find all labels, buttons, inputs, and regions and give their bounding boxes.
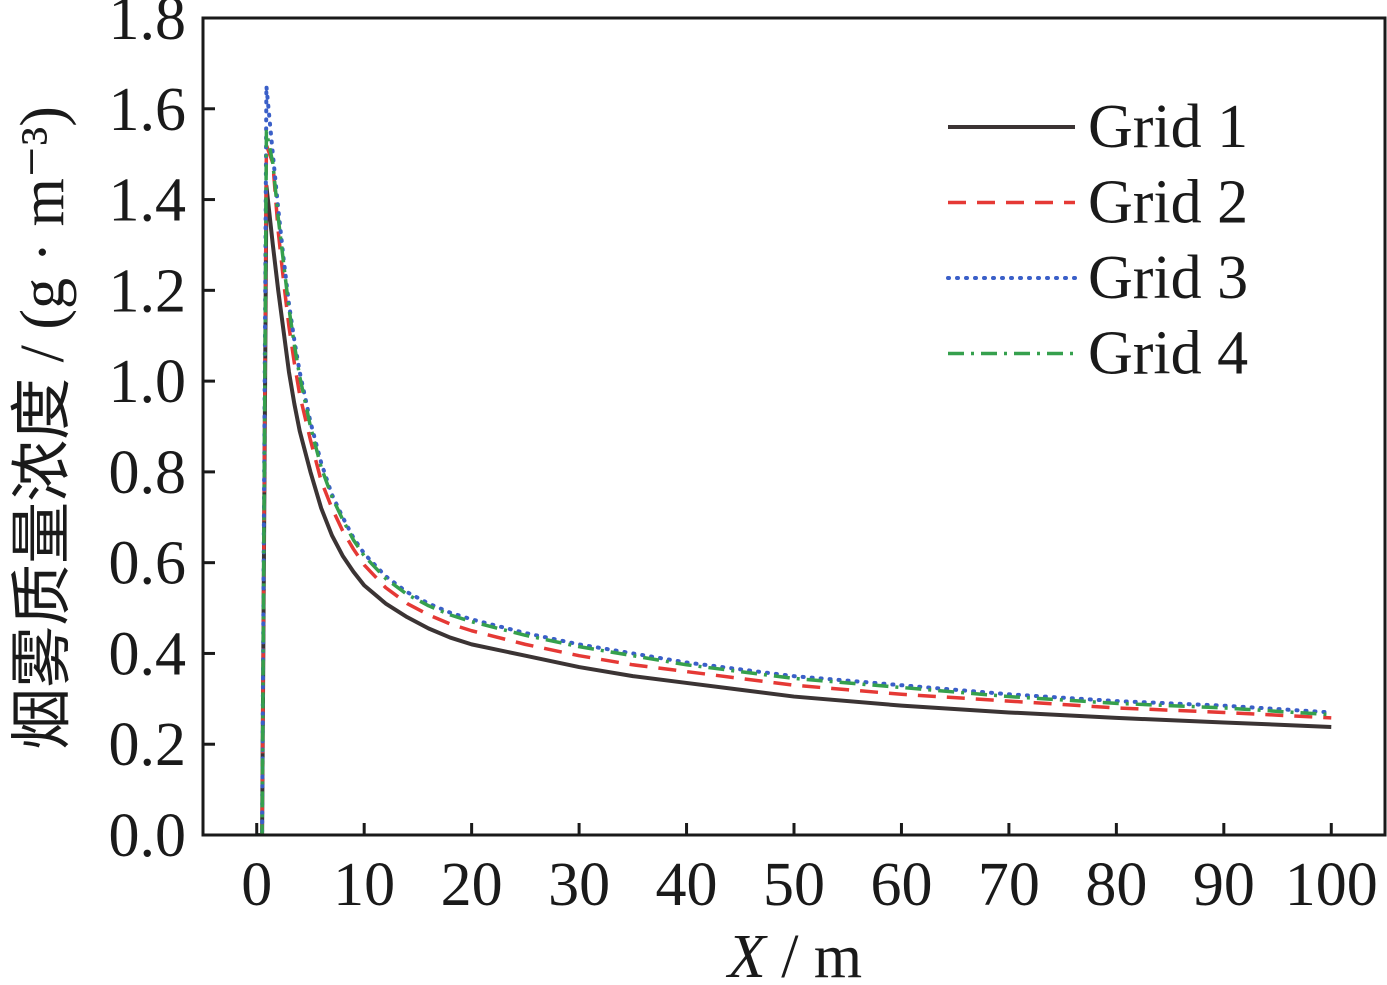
- y-tick-label: 1.0: [109, 348, 187, 416]
- legend-label: Grid 4: [1088, 320, 1248, 388]
- y-tick-label: 1.6: [109, 76, 187, 144]
- x-tick-label: 10: [333, 851, 395, 919]
- y-axis-label: 烟雾质量浓度 / (g · m⁻³): [9, 106, 77, 750]
- legend-label: Grid 2: [1088, 169, 1248, 237]
- x-axis-label: X / m: [725, 923, 862, 985]
- x-tick-label: 50: [763, 851, 825, 919]
- x-tick-label: 30: [548, 851, 610, 919]
- legend-item: Grid 3: [946, 244, 1248, 312]
- x-tick-label: 0: [241, 851, 272, 919]
- legend-label: Grid 3: [1088, 244, 1248, 312]
- legend-item: Grid 4: [948, 320, 1248, 388]
- y-tick-labels: 0.0 0.2 0.4 0.6 0.8 1.0 1.2 1.4 1.6 1.8: [109, 0, 187, 870]
- y-tick-label: 0.6: [109, 530, 187, 598]
- series-line-grid-1: [256, 183, 1332, 835]
- y-tick-label: 0.0: [109, 802, 187, 870]
- x-tick-label: 60: [870, 851, 932, 919]
- y-tick-label: 0.8: [109, 439, 187, 507]
- legend-item: Grid 2: [948, 169, 1248, 237]
- x-tick-label: 20: [441, 851, 503, 919]
- y-tick-label: 1.8: [109, 0, 187, 53]
- x-tick-marks: [255, 823, 1333, 835]
- series-line-grid-2: [256, 143, 1332, 835]
- y-tick-label: 1.4: [109, 167, 187, 235]
- y-tick-label: 0.4: [109, 620, 187, 688]
- legend: Grid 1 Grid 2 Grid 3 Grid 4: [946, 93, 1248, 388]
- y-tick-label: 0.2: [109, 711, 187, 779]
- x-tick-label: 100: [1285, 851, 1378, 919]
- x-tick-label: 70: [978, 851, 1040, 919]
- x-tick-label: 80: [1085, 851, 1147, 919]
- y-tick-label: 1.2: [109, 257, 187, 325]
- x-tick-labels: 0 10 20 30 40 50 60 70 80 90 100: [241, 851, 1378, 919]
- series-lines: [254, 84, 1334, 835]
- legend-item: Grid 1: [948, 93, 1248, 161]
- x-tick-label: 40: [656, 851, 718, 919]
- legend-label: Grid 1: [1088, 93, 1248, 161]
- x-tick-label: 90: [1193, 851, 1255, 919]
- series-line-grid-4: [256, 129, 1332, 835]
- y-tick-marks: [203, 16, 215, 837]
